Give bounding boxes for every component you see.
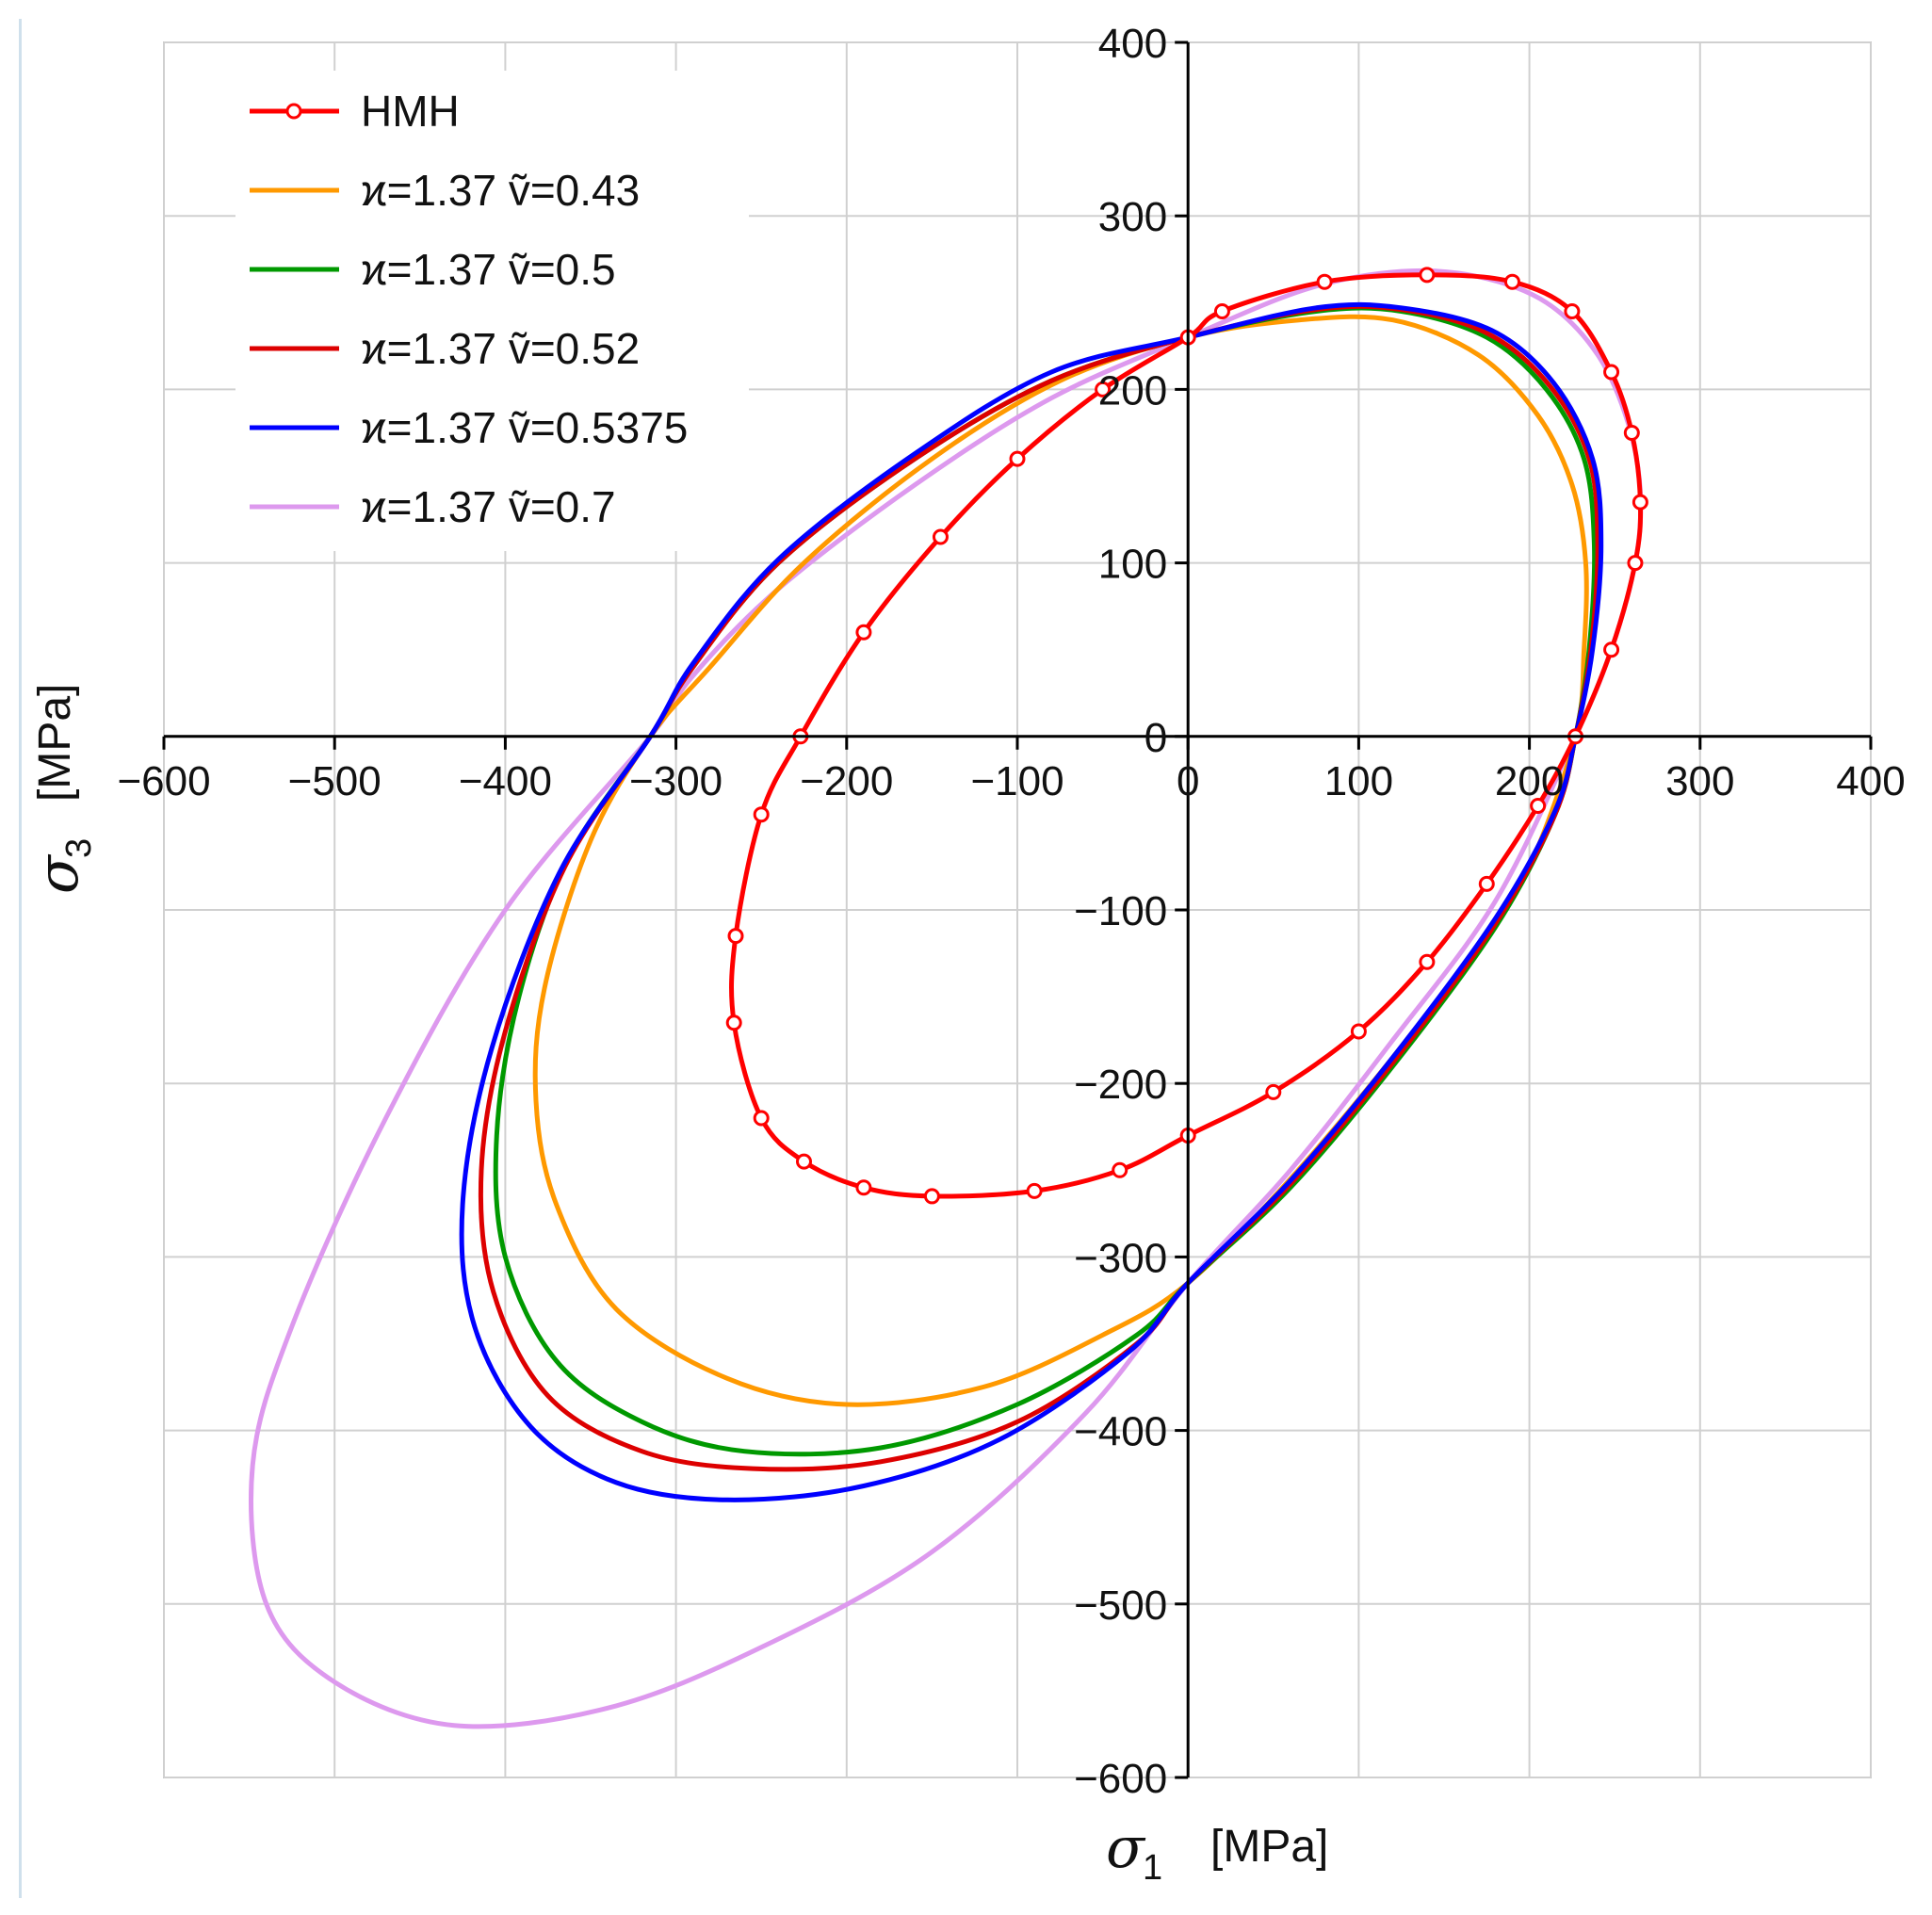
data-point <box>1009 450 1026 467</box>
x-tick-label: −100 <box>970 758 1063 804</box>
data-point <box>1026 1182 1043 1199</box>
x-tick-label: 0 <box>1177 758 1199 804</box>
data-point <box>753 806 770 823</box>
y-tick-label: −100 <box>1074 888 1167 934</box>
legend-item: ϰ=1.37 ṽ=0.7 <box>250 482 616 531</box>
page-border <box>19 19 22 1898</box>
x-tick-label: −300 <box>629 758 722 804</box>
data-point <box>1564 303 1581 320</box>
data-point <box>1623 424 1640 441</box>
x-tick-label: −500 <box>288 758 382 804</box>
series-0 <box>725 267 1648 1205</box>
series-3 <box>478 303 1600 1472</box>
legend-label: ϰ=1.37 ṽ=0.43 <box>361 166 640 215</box>
data-point <box>753 1110 770 1127</box>
data-point <box>1316 273 1333 290</box>
data-point <box>1530 797 1547 814</box>
data-point <box>1419 953 1436 970</box>
data-point <box>932 528 949 545</box>
y-tick-label: −500 <box>1074 1582 1167 1629</box>
legend-item: ϰ=1.37 ṽ=0.43 <box>250 166 640 215</box>
x-axis-title: σ 1 [MPa] <box>1106 1815 1328 1888</box>
y-tick-label: −200 <box>1074 1062 1167 1108</box>
legend-item: ϰ=1.37 ṽ=0.5375 <box>250 403 688 452</box>
legend-item: ϰ=1.37 ṽ=0.5 <box>250 245 616 294</box>
y-axis-title: σ 3 [MPa] <box>25 684 99 894</box>
axes <box>162 41 1873 1779</box>
data-point <box>1627 555 1644 572</box>
data-point <box>1478 875 1495 892</box>
tick-labels: −600 −500 −400 −300 −200 −100 0 100 200 300 400 −60… <box>117 21 1905 1802</box>
legend-label: HMH <box>361 87 460 136</box>
legend-label: ϰ=1.37 ṽ=0.5 <box>361 245 616 294</box>
legend-item: ϰ=1.37 ṽ=0.52 <box>250 324 640 373</box>
x-tick-label: 400 <box>1836 758 1905 804</box>
y-tick-label: −300 <box>1074 1235 1167 1281</box>
y-tick-label: 100 <box>1098 542 1167 588</box>
x-axis-symbol: σ <box>1106 1815 1146 1881</box>
x-tick-label: 200 <box>1495 758 1564 804</box>
data-point <box>1419 267 1436 284</box>
x-axis-unit: [MPa] <box>1210 1822 1328 1872</box>
data-point <box>727 928 744 945</box>
x-axis-subscript: 1 <box>1143 1848 1162 1888</box>
curves <box>249 267 1648 1729</box>
legend-label: ϰ=1.37 ṽ=0.52 <box>361 324 640 373</box>
legend-item: HMH <box>250 87 460 136</box>
data-point <box>1265 1083 1282 1100</box>
data-point <box>1503 273 1520 290</box>
data-point <box>1603 641 1620 658</box>
data-point <box>923 1188 940 1205</box>
data-point <box>796 1153 812 1170</box>
x-tick-label: −200 <box>800 758 893 804</box>
y-tick-label: −400 <box>1074 1409 1167 1455</box>
data-point <box>725 1014 742 1031</box>
x-tick-label: 300 <box>1665 758 1734 804</box>
y-tick-label: 300 <box>1098 194 1167 240</box>
legend-label: ϰ=1.37 ṽ=0.7 <box>361 482 616 531</box>
legend-box <box>235 71 749 551</box>
y-tick-label: 0 <box>1145 715 1167 761</box>
data-point <box>1112 1161 1128 1178</box>
data-point <box>855 624 872 641</box>
data-point <box>1095 381 1112 398</box>
series-4 <box>459 301 1604 1502</box>
x-tick-label: −600 <box>117 758 210 804</box>
x-tick-label: 100 <box>1324 758 1393 804</box>
data-point <box>1213 303 1230 320</box>
legend-label: ϰ=1.37 ṽ=0.5375 <box>361 403 688 452</box>
data-point <box>1603 364 1620 381</box>
data-point <box>1632 494 1648 511</box>
y-tick-label: −600 <box>1074 1756 1167 1802</box>
y-axis-subscript: 3 <box>59 838 99 858</box>
data-point <box>1350 1023 1367 1040</box>
legend: HMH ϰ=1.37 ṽ=0.43 ϰ=1.37 ṽ=0.5 ϰ=1.37 ṽ=0.5… <box>235 71 749 551</box>
y-axis-unit: [MPa] <box>30 684 80 802</box>
data-point <box>855 1179 872 1196</box>
series-line <box>478 303 1600 1472</box>
y-tick-label: 200 <box>1098 367 1167 414</box>
y-tick-label: 400 <box>1098 21 1167 67</box>
legend-marker <box>285 103 302 120</box>
x-tick-label: −400 <box>459 758 552 804</box>
y-axis-symbol: σ <box>25 853 91 894</box>
series-line <box>459 301 1604 1502</box>
